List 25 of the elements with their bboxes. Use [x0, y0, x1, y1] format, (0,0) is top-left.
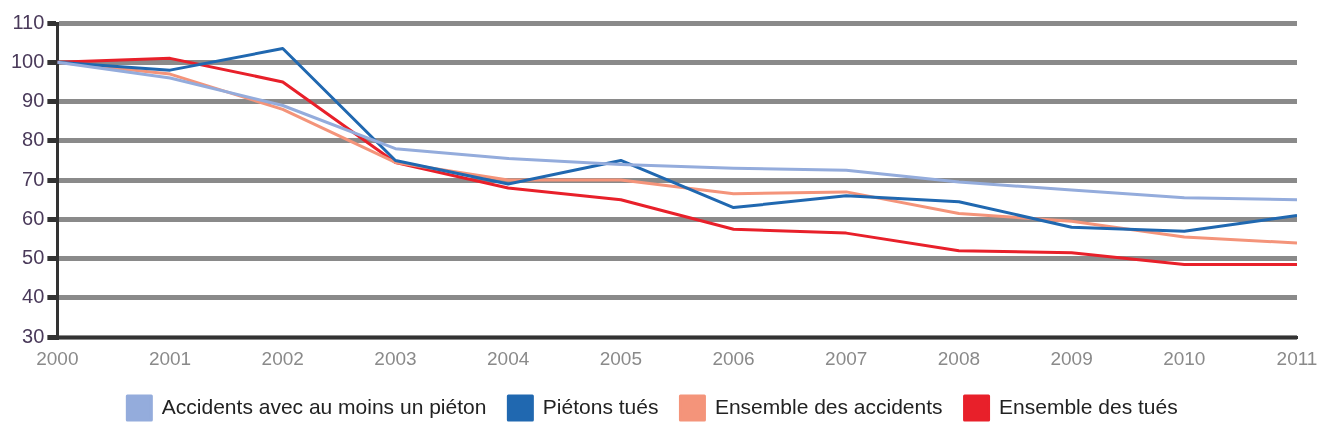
- x-tick-label: 2003: [374, 347, 417, 369]
- x-tick-label: 2001: [148, 347, 192, 369]
- x-tick-label: 2009: [1050, 347, 1093, 369]
- x-tick-label: 2010: [1163, 347, 1206, 369]
- y-tick-label: 30: [22, 324, 45, 347]
- y-tick-label: 110: [12, 10, 45, 33]
- y-tick-label: 40: [22, 285, 45, 308]
- y-tick-label: 70: [22, 167, 45, 190]
- y-tick-label: 50: [22, 246, 45, 269]
- x-tick-label: 2005: [599, 347, 642, 369]
- y-tick-label: 90: [22, 89, 45, 112]
- x-tick-label: 2004: [487, 347, 530, 369]
- y-tick-label: 60: [22, 206, 45, 229]
- legend-label: Ensemble des accidents: [714, 394, 943, 418]
- y-tick-label: 80: [22, 128, 45, 151]
- x-tick-label: 2007: [825, 347, 868, 369]
- legend-label: Piétons tués: [542, 394, 659, 418]
- legend-label: Accidents avec au moins un piéton: [161, 394, 487, 418]
- legend-label: Ensemble des tués: [999, 394, 1178, 418]
- x-tick-label: 2006: [712, 347, 755, 369]
- x-tick-label: 2011: [1276, 347, 1318, 369]
- x-tick-label: 2008: [937, 347, 981, 369]
- x-tick-label: 2000: [36, 347, 79, 369]
- y-tick-label: 100: [10, 49, 45, 72]
- x-tick-label: 2002: [261, 347, 304, 369]
